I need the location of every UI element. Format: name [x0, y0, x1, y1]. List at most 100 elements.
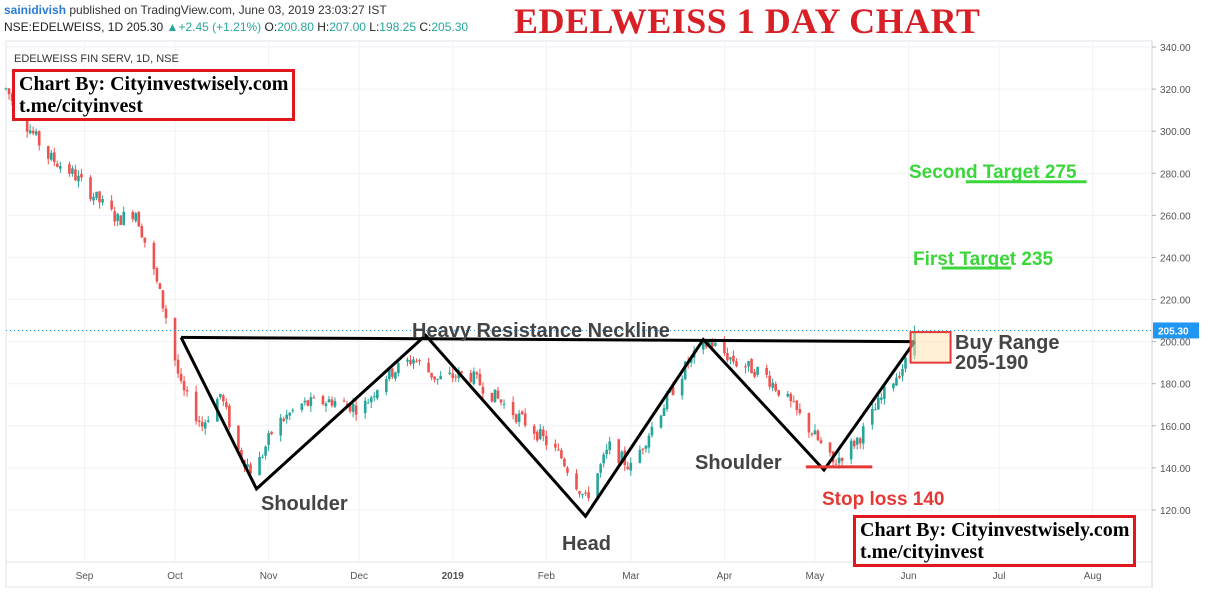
candle-body [638, 449, 642, 463]
candle-body [176, 359, 180, 374]
candle-body [514, 414, 518, 422]
y-tick-label: 340.00 [1160, 43, 1191, 54]
candle-body [819, 440, 823, 444]
candle-body [714, 342, 717, 346]
candle-body [116, 214, 119, 221]
candle-body [372, 396, 376, 398]
candle-body [834, 463, 838, 465]
candle-body [898, 376, 901, 378]
candle-body [680, 378, 684, 396]
candle-body [427, 362, 430, 373]
candle-body [704, 343, 708, 347]
candle-body [723, 341, 726, 354]
candle-body [369, 397, 373, 403]
candle-body [406, 359, 409, 362]
annotations: Heavy Resistance Neckline Shoulder Head Sho… [261, 162, 1077, 555]
candle-body [140, 226, 144, 238]
candle-body [267, 433, 270, 446]
candle-body [756, 367, 759, 375]
last-price-label: 205.30 [1158, 326, 1189, 337]
candle-body [137, 212, 141, 227]
candle-body [37, 131, 41, 146]
right-shoulder-label: Shoulder [695, 452, 782, 474]
candle-body [620, 451, 624, 462]
candle-body [134, 213, 138, 221]
candle-body [122, 211, 126, 225]
y-tick-label: 240.00 [1160, 253, 1191, 264]
candle-body [409, 359, 412, 365]
candle-body [439, 375, 442, 380]
stop-loss-label: Stop loss 140 [822, 489, 945, 510]
close-value: 205.30 [431, 20, 469, 34]
candle-body [732, 355, 735, 362]
candle-body [523, 413, 527, 426]
candle-body [880, 397, 883, 400]
y-tick-label: 280.00 [1160, 169, 1191, 180]
candle-body [641, 448, 645, 450]
x-tick-label: May [805, 571, 824, 582]
candle-body [599, 464, 602, 473]
candle-body [659, 415, 663, 428]
candle-body [469, 373, 473, 382]
candle-body [855, 437, 859, 445]
candle-body [892, 383, 895, 389]
candle-body [131, 211, 135, 220]
publish-info: sainidivish published on TradingView.com… [4, 3, 387, 17]
candle-body [49, 152, 53, 160]
y-tick-label: 260.00 [1160, 211, 1191, 222]
candle-body [25, 116, 29, 132]
neckline-line [181, 335, 915, 344]
x-tick-label: Nov [260, 571, 278, 582]
candle-body [80, 173, 83, 178]
candle-body [155, 268, 159, 282]
candle-body [816, 430, 820, 441]
candle-body [342, 400, 346, 402]
y-tick-label: 220.00 [1160, 296, 1191, 307]
close-label: C: [419, 20, 432, 34]
candle-body [300, 403, 304, 410]
candle-body [101, 199, 104, 203]
candle-body [56, 163, 59, 167]
candle-body [511, 401, 515, 416]
candle-body [475, 372, 479, 375]
candle-body [581, 494, 584, 496]
candle-body [813, 430, 817, 435]
head-shoulders-line [179, 333, 916, 519]
candle-body [92, 196, 95, 201]
candle-body [493, 389, 497, 403]
x-tick-label: Jul [993, 571, 1006, 582]
candle-body [345, 403, 349, 405]
candle-body [768, 375, 771, 387]
author-link[interactable]: sainidivish [4, 3, 67, 17]
candle-body [774, 383, 778, 391]
low-value: 198.25 [379, 20, 416, 34]
candle-body [617, 439, 621, 464]
candle-body [792, 401, 796, 403]
candle-body [726, 352, 729, 361]
candle-body [321, 396, 325, 405]
candle-body [261, 456, 264, 458]
candle-body [200, 421, 204, 427]
candle-body [240, 450, 243, 460]
candle-body [182, 381, 186, 391]
plot-area[interactable] [5, 40, 1153, 588]
candle-body [203, 422, 207, 429]
candle-body [222, 395, 225, 402]
candle-body [662, 408, 666, 416]
candle-body [34, 131, 38, 135]
candle-body [258, 456, 261, 476]
candle-body [499, 399, 503, 403]
candle-body [74, 169, 77, 181]
candle-body [249, 464, 252, 474]
candle-body [306, 400, 310, 406]
candle-body [786, 393, 790, 397]
candle-body [363, 400, 367, 414]
price-axis[interactable]: 340.00 320.00 300.00 280.00 260.00 240.00 220.… [1151, 41, 1199, 587]
candle-body [270, 431, 273, 434]
watermark-line2: t.me/cityinvest [860, 541, 984, 563]
ohlc-line: NSE:EDELWEISS, 1D 205.30 ▲+2.45 (+1.21%)… [4, 20, 468, 34]
candle-body [744, 366, 747, 368]
watermark-top: Chart By: Cityinvestwisely.com t.me/city… [12, 69, 296, 121]
candle-body [285, 414, 289, 420]
